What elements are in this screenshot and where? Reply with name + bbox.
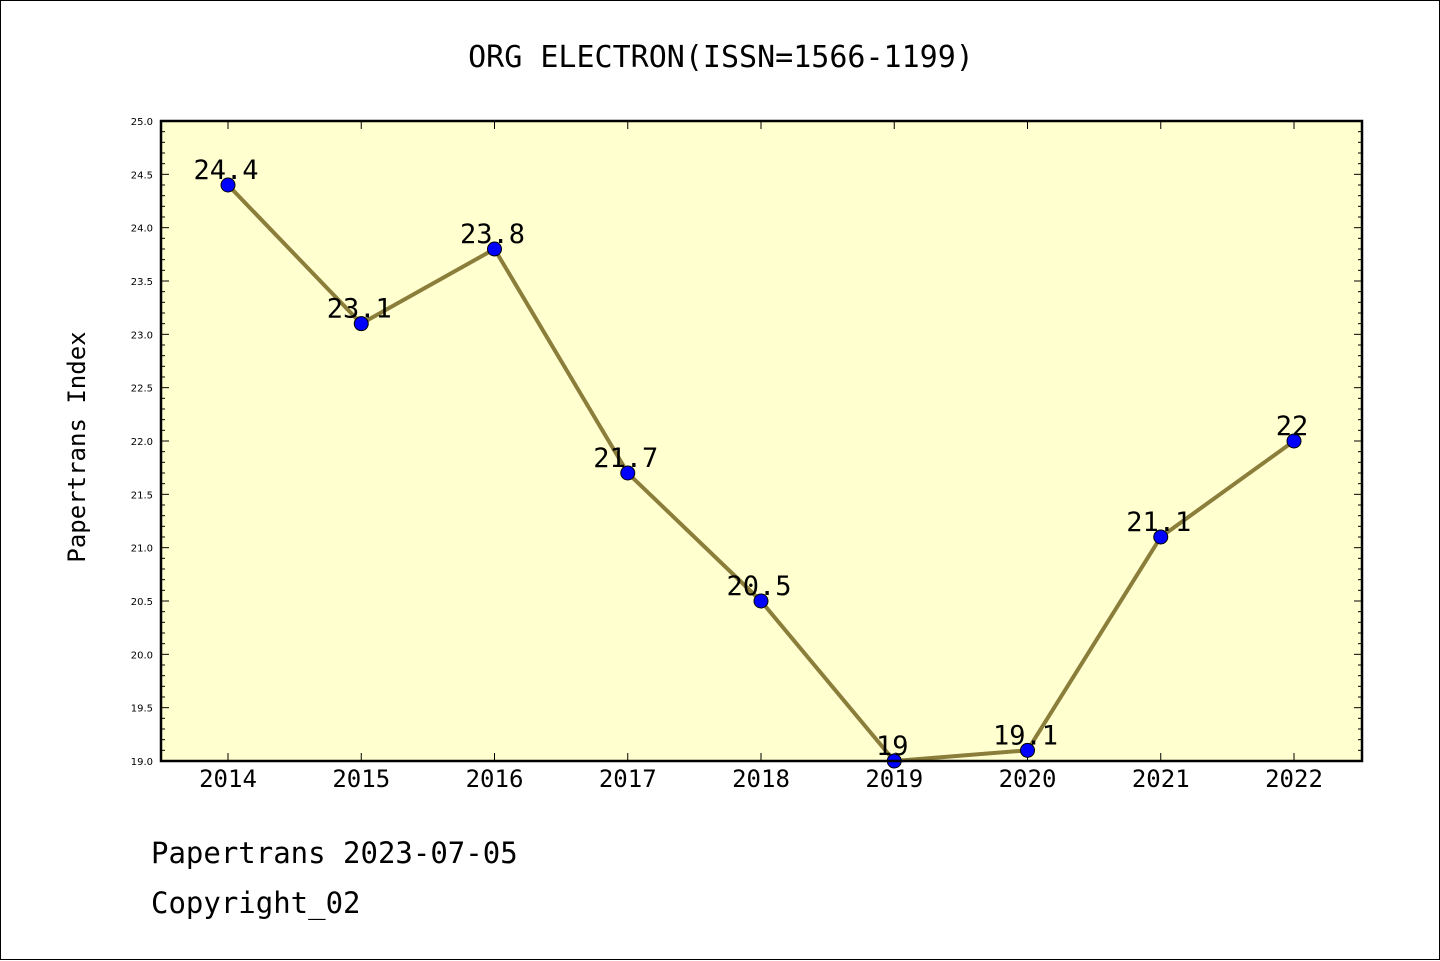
y-tick-label: 25.0 — [131, 117, 153, 128]
data-point — [753, 593, 769, 609]
footer-copyright: Copyright_02 — [151, 886, 361, 920]
y-tick-label: 21.0 — [131, 544, 153, 555]
y-tick-label: 24.0 — [131, 224, 153, 235]
y-tick-label: 19.0 — [131, 757, 153, 768]
data-label: 21.1 — [1126, 507, 1191, 538]
x-tick-label: 2015 — [332, 765, 390, 793]
y-tick-label: 23.0 — [131, 330, 153, 341]
y-tick-label: 24.5 — [131, 170, 153, 181]
x-tick-label: 2018 — [732, 765, 790, 793]
data-point — [1153, 529, 1169, 545]
data-point — [220, 177, 236, 193]
data-label: 23.8 — [460, 219, 525, 250]
plot-border — [159, 119, 1364, 763]
footer-date: Papertrans 2023-07-05 — [151, 836, 518, 870]
data-point — [487, 241, 502, 257]
x-tick-label: 2016 — [466, 765, 524, 793]
data-point — [353, 316, 369, 332]
data-label: 24.4 — [193, 155, 258, 186]
data-label: 19 — [876, 731, 909, 762]
y-tick-label: 21.5 — [131, 490, 153, 501]
y-tick-label: 20.5 — [131, 597, 153, 608]
data-label: 23.1 — [327, 294, 392, 325]
data-label: 19.1 — [993, 720, 1058, 751]
y-axis-label: Papertrans Index — [63, 331, 91, 562]
data-label: 20.5 — [726, 571, 791, 602]
x-tick-label: 2017 — [599, 765, 657, 793]
x-tick-label: 2021 — [1132, 765, 1190, 793]
x-tick-label: 2022 — [1265, 765, 1323, 793]
y-tick-label: 20.0 — [131, 650, 153, 661]
data-point — [1286, 433, 1302, 449]
y-tick-label: 23.5 — [131, 277, 153, 288]
data-label: 22 — [1276, 411, 1309, 442]
series-layer: 24.4 23.1 23.8 21.7 20.5 19 19.1 21.1 22 — [193, 155, 1309, 769]
x-tick-label: 2014 — [199, 765, 257, 793]
plot-area — [161, 121, 1362, 761]
data-point — [1020, 742, 1035, 758]
x-tick-label: 2020 — [999, 765, 1057, 793]
data-label: 21.7 — [593, 443, 658, 474]
y-tick-label: 22.0 — [131, 437, 153, 448]
x-axis: 2014 2015 2016 2017 2018 2019 2020 2021 2022 — [199, 121, 1323, 793]
data-point — [620, 465, 636, 481]
chart-title: ORG ELECTRON(ISSN=1566-1199) — [468, 40, 974, 75]
x-tick-label: 2019 — [865, 765, 923, 793]
y-tick-label: 22.5 — [131, 384, 153, 395]
y-tick-label: 19.5 — [131, 704, 153, 715]
